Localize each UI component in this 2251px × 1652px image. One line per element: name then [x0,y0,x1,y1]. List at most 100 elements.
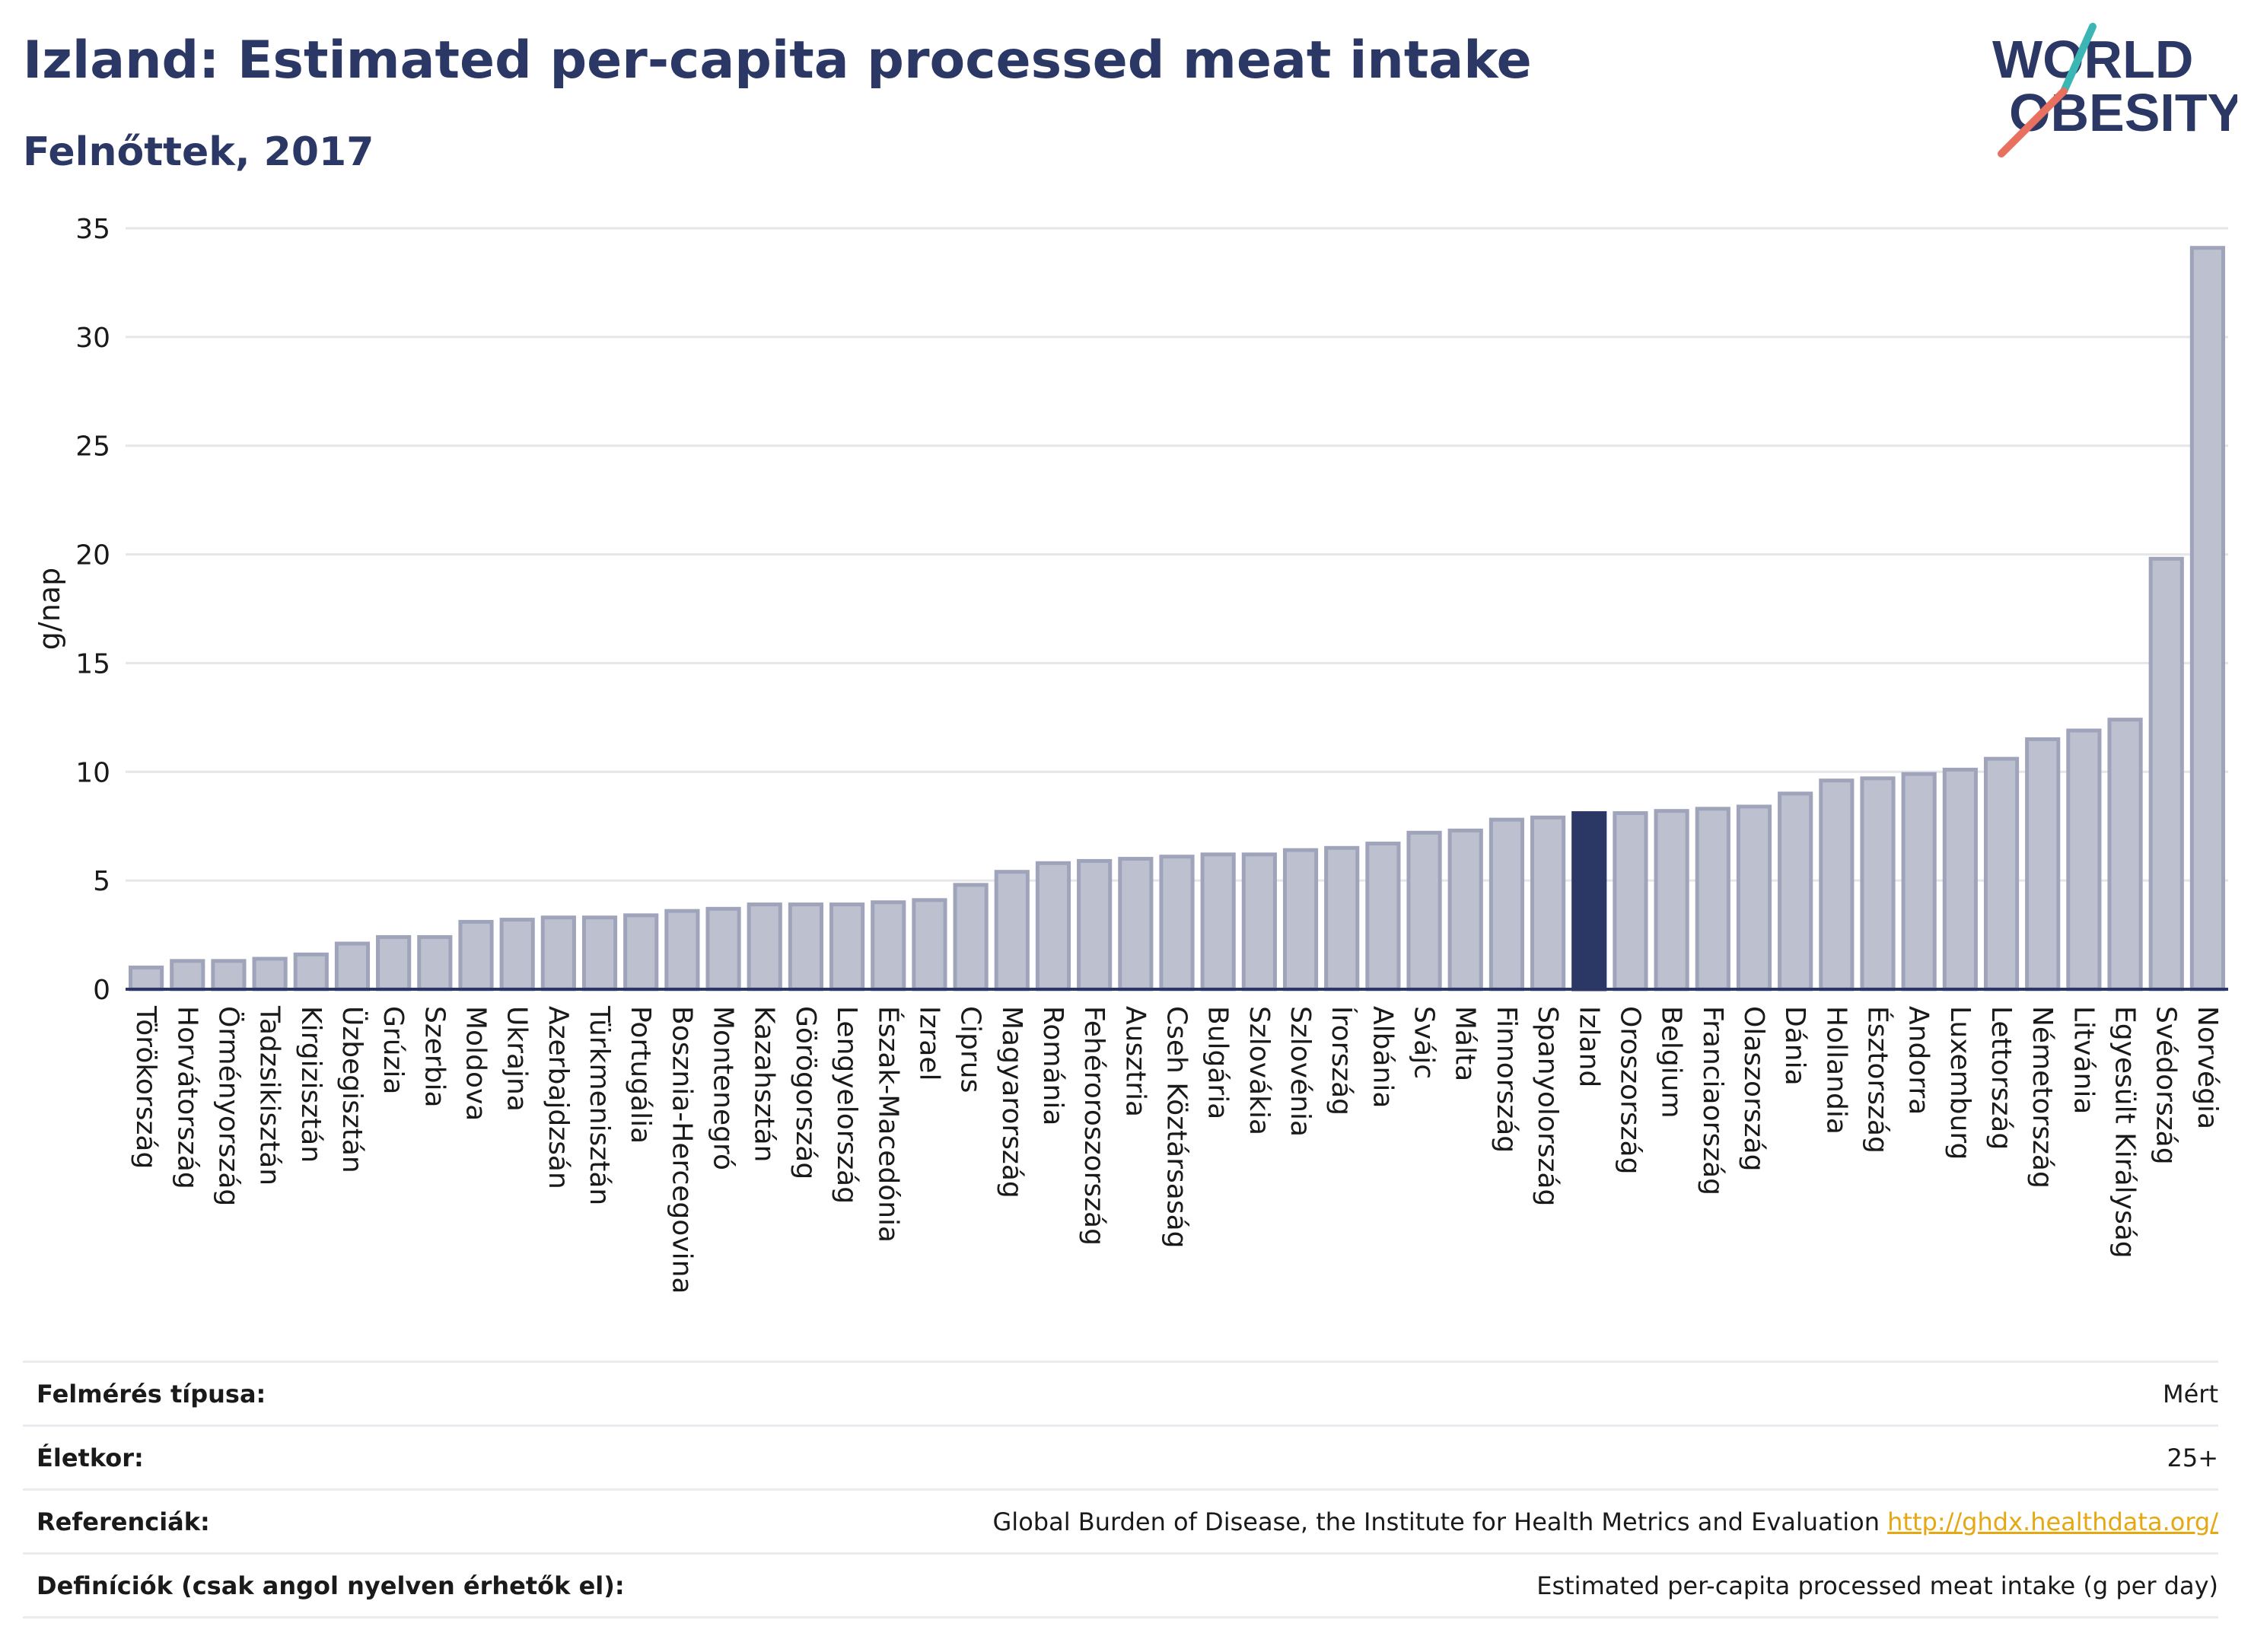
x-tick-label: Üzbegisztán [336,1006,368,1173]
logo-slash-coral [1998,88,2068,158]
x-tick-label: Luxemburg [1944,1006,1976,1160]
x-tick-label: Örményország [212,1006,244,1206]
x-tick-label: Finnország [1491,1006,1522,1153]
x-tick-label: Oroszország [1614,1006,1645,1174]
y-tick-label: 5 [93,866,110,897]
bar [623,913,659,992]
metadata-table: Felmérés típusa: Mért Életkor: 25+ Refer… [23,1361,2218,1619]
bar [2148,556,2184,992]
chart-title: Izland: Estimated per-capita processed m… [23,30,1532,91]
bar [417,934,453,992]
x-tick-label: Észtország [1862,1006,1894,1154]
x-tick-label: Moldova [460,1006,492,1121]
bar [1613,811,1648,992]
x-tick-label: Írország [1326,1006,1358,1116]
x-tick-label: Andorra [1903,1006,1934,1115]
x-tick-label: Egyesült Királyság [2109,1006,2141,1259]
bar-highlighted [1571,811,1607,992]
bar [376,934,412,992]
meta-row-references: Referenciák: Global Burden of Disease, t… [23,1488,2218,1552]
meta-key: Referenciák: [37,1507,210,1536]
bar [1035,861,1071,992]
y-tick-label: 35 [75,214,110,245]
meta-value: Global Burden of Disease, the Institute … [992,1507,1880,1536]
bar [1901,772,1937,992]
x-tick-label: Horvátország [171,1006,202,1189]
meta-value: Estimated per-capita processed meat inta… [1536,1571,2218,1600]
bar [1819,778,1855,992]
y-axis-label: g/nap [33,568,66,650]
meta-row-definitions: Definíciók (csak angol nyelven érhetők e… [23,1552,2218,1619]
bar [1860,776,1896,992]
logo-text-world: WORLD [1992,30,2193,89]
bar [1077,858,1113,992]
meta-value-container: Global Burden of Disease, the Institute … [993,1507,2219,1536]
x-tick-label: Lengyelország [831,1006,862,1204]
x-tick-label: Svájc [1409,1006,1440,1079]
y-tick-label: 10 [75,757,110,788]
logo-slash-teal [2060,23,2097,95]
meta-key: Életkor: [37,1443,144,1472]
bar [170,959,205,992]
x-tick-label: Málta [1450,1006,1481,1081]
x-tick-label: Fehéroroszország [1078,1006,1110,1246]
y-tick-label: 20 [75,540,110,571]
bar [788,902,823,992]
chart-subtitle: Felnőttek, 2017 [23,129,374,175]
x-tick-label: Portugália [625,1006,656,1144]
bar [2189,246,2225,992]
x-tick-label: Németország [2027,1006,2058,1189]
x-tick-label: Magyarország [996,1006,1027,1198]
x-tick-label: Ausztria [1119,1006,1151,1117]
bar [829,902,865,992]
x-tick-label: Grúzia [377,1006,409,1094]
bar [747,902,782,992]
bar [252,957,288,992]
x-tick-label: Montenegró [708,1006,739,1170]
bar [540,915,576,992]
bar [1365,842,1401,992]
meta-row-age: Életkor: 25+ [23,1424,2218,1488]
x-tick-label: Görögország [790,1006,821,1179]
bar [953,883,989,992]
x-tick-label: Cseh Köztársaság [1161,1006,1192,1249]
bar [1200,852,1236,992]
y-tick-label: 15 [75,648,110,680]
x-tick-label: Bulgária [1202,1006,1234,1119]
bar [1695,807,1730,992]
x-tick-label: Tadzsikisztán [254,1005,285,1186]
x-tick-label: Lettország [1985,1006,2017,1150]
x-tick-label: Spanyolország [1532,1006,1563,1206]
bar [1488,817,1524,992]
bar [1241,852,1277,992]
x-tick-label: Szlovénia [1285,1006,1316,1137]
x-tick-label: Litvánia [2068,1006,2099,1114]
bar [871,900,906,992]
bar [293,952,329,992]
x-tick-label: Románia [1037,1006,1068,1125]
bar [994,870,1030,992]
bar [1447,828,1483,992]
bar [581,915,618,992]
x-tick-label: Norvégia [2192,1006,2223,1129]
bar [1942,767,1978,992]
bar [1324,845,1360,992]
x-tick-label: Svédország [2151,1006,2182,1165]
bar [211,959,247,992]
x-tick-label: Franciaország [1697,1006,1728,1195]
x-tick-label: Bosznia-Hercegovina [666,1006,697,1294]
bar [334,941,371,992]
reference-link[interactable]: http://ghdx.healthdata.org/ [1887,1507,2218,1536]
x-tick-label: Olaszország [1738,1006,1769,1171]
x-tick-label: Hollandia [1820,1006,1851,1135]
x-tick-label: Izland [1573,1006,1604,1087]
bar [1159,855,1195,992]
x-tick-label: Türkmenisztán [584,1005,615,1205]
x-tick-label: Kirgizisztán [295,1006,326,1163]
bar [2025,737,2061,992]
meta-key: Definíciók (csak angol nyelven érhetők e… [37,1571,625,1600]
x-tick-label: Kazahsztán [749,1006,780,1162]
bar [912,898,947,992]
world-obesity-logo: WORLD OBESITY [1992,23,2237,158]
bar [1778,791,1813,992]
